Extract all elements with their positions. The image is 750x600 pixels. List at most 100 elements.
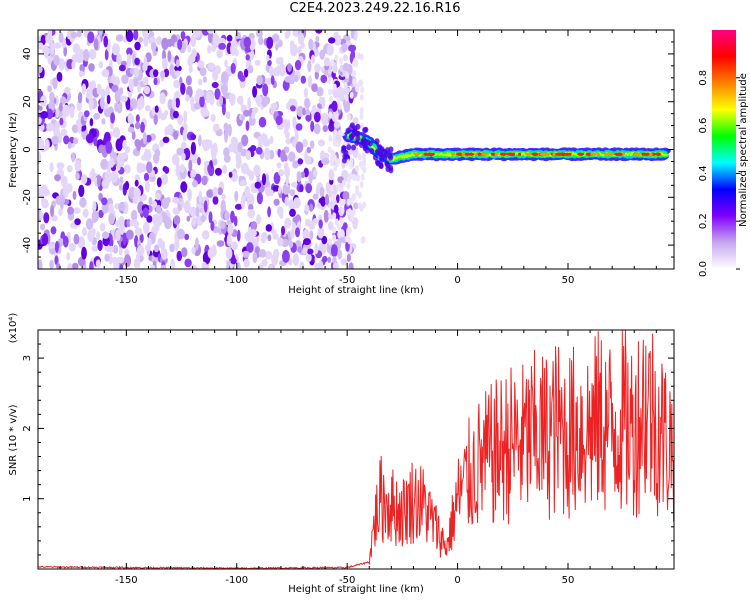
- noise-blob: [173, 79, 180, 89]
- noise-blob: [190, 169, 196, 178]
- noise-blob: [203, 110, 210, 117]
- noise-blob: [93, 136, 98, 147]
- noise-blob: [261, 96, 268, 108]
- signal-blob: [346, 144, 352, 151]
- noise-blob: [124, 180, 130, 191]
- signal-blob: [341, 157, 347, 164]
- noise-blob: [351, 209, 356, 217]
- noise-blob: [107, 203, 114, 215]
- noise-blob: [293, 74, 299, 83]
- noise-blob: [327, 76, 332, 84]
- signal-blob: [374, 138, 380, 145]
- signal-blob: [377, 144, 383, 151]
- y-tick-label: 40: [22, 48, 33, 61]
- noise-blob: [193, 103, 201, 110]
- noise-blob: [278, 63, 286, 77]
- noise-blob: [198, 134, 202, 147]
- noise-blob: [223, 122, 229, 131]
- noise-blob: [128, 186, 136, 200]
- noise-blob: [347, 237, 352, 245]
- snr-ticks: -150 -100 -50 0 50 1 2 3: [22, 330, 674, 586]
- noise-blob: [280, 149, 286, 162]
- noise-blob: [56, 162, 65, 170]
- noise-blob: [329, 184, 334, 192]
- noise-blob: [250, 145, 257, 152]
- noise-blob: [258, 249, 267, 258]
- noise-blob: [234, 203, 243, 210]
- noise-blob: [133, 187, 141, 199]
- x-tick-label: -100: [225, 275, 248, 286]
- noise-blob: [359, 181, 364, 189]
- signal-blob: [355, 135, 361, 142]
- noise-blob: [264, 250, 273, 260]
- noise-blob: [331, 195, 336, 203]
- noise-blob: [49, 162, 54, 173]
- noise-blob: [305, 253, 312, 263]
- x-tick-label: 50: [562, 575, 575, 586]
- noise-blob: [352, 60, 356, 68]
- noise-blob: [143, 56, 148, 68]
- noise-blob: [230, 257, 237, 265]
- noise-blob: [167, 50, 172, 62]
- noise-blob: [330, 59, 335, 67]
- noise-blob: [59, 117, 64, 126]
- y-tick-label: -40: [22, 237, 33, 253]
- noise-blob: [211, 81, 219, 89]
- noise-blob: [288, 151, 296, 162]
- noise-blob: [297, 246, 302, 253]
- signal-blob: [354, 139, 360, 146]
- noise-blob: [50, 204, 55, 217]
- noise-blob: [60, 128, 68, 137]
- noise-blob: [252, 252, 258, 264]
- noise-blob: [109, 157, 115, 168]
- noise-blob: [212, 33, 220, 46]
- noise-blob: [346, 182, 351, 190]
- noise-blob: [162, 136, 170, 143]
- noise-blob: [146, 161, 153, 174]
- noise-blob: [73, 233, 80, 245]
- noise-blob: [290, 228, 295, 239]
- noise-blob: [201, 261, 207, 269]
- noise-blob: [226, 233, 232, 247]
- noise-blob: [261, 173, 267, 186]
- noise-blob: [40, 111, 49, 119]
- noise-blob: [137, 83, 142, 93]
- noise-blob: [119, 176, 124, 185]
- noise-blob: [173, 130, 179, 140]
- signal-peak: [464, 152, 471, 156]
- noise-blob: [327, 146, 332, 154]
- noise-blob: [284, 217, 292, 229]
- noise-blob: [73, 207, 81, 214]
- noise-blob: [322, 125, 328, 133]
- noise-blob: [341, 43, 348, 53]
- noise-blob: [96, 174, 101, 188]
- noise-blob: [337, 249, 343, 260]
- noise-blob: [287, 63, 292, 72]
- noise-blob: [40, 223, 46, 231]
- noise-blob: [118, 87, 124, 95]
- noise-blob: [269, 135, 274, 145]
- noise-blob: [121, 74, 129, 85]
- noise-blob: [246, 242, 254, 253]
- noise-blob: [38, 138, 45, 150]
- noise-blob: [42, 45, 50, 57]
- noise-blob: [161, 58, 168, 70]
- noise-blob: [302, 247, 308, 254]
- noise-blob: [139, 233, 144, 243]
- signal-peak: [413, 152, 420, 156]
- noise-blob: [278, 56, 284, 66]
- noise-blob: [207, 45, 212, 54]
- noise-blob: [56, 262, 61, 269]
- noise-blob: [345, 71, 350, 79]
- noise-blob: [143, 221, 150, 235]
- noise-blob: [179, 163, 185, 173]
- x-tick-label: -50: [339, 575, 355, 586]
- noise-blob: [332, 256, 337, 265]
- noise-blob: [261, 258, 268, 267]
- noise-blob: [122, 232, 127, 246]
- noise-blob: [240, 196, 246, 210]
- noise-blob: [143, 36, 149, 47]
- noise-blob: [53, 54, 60, 66]
- noise-blob: [236, 262, 241, 269]
